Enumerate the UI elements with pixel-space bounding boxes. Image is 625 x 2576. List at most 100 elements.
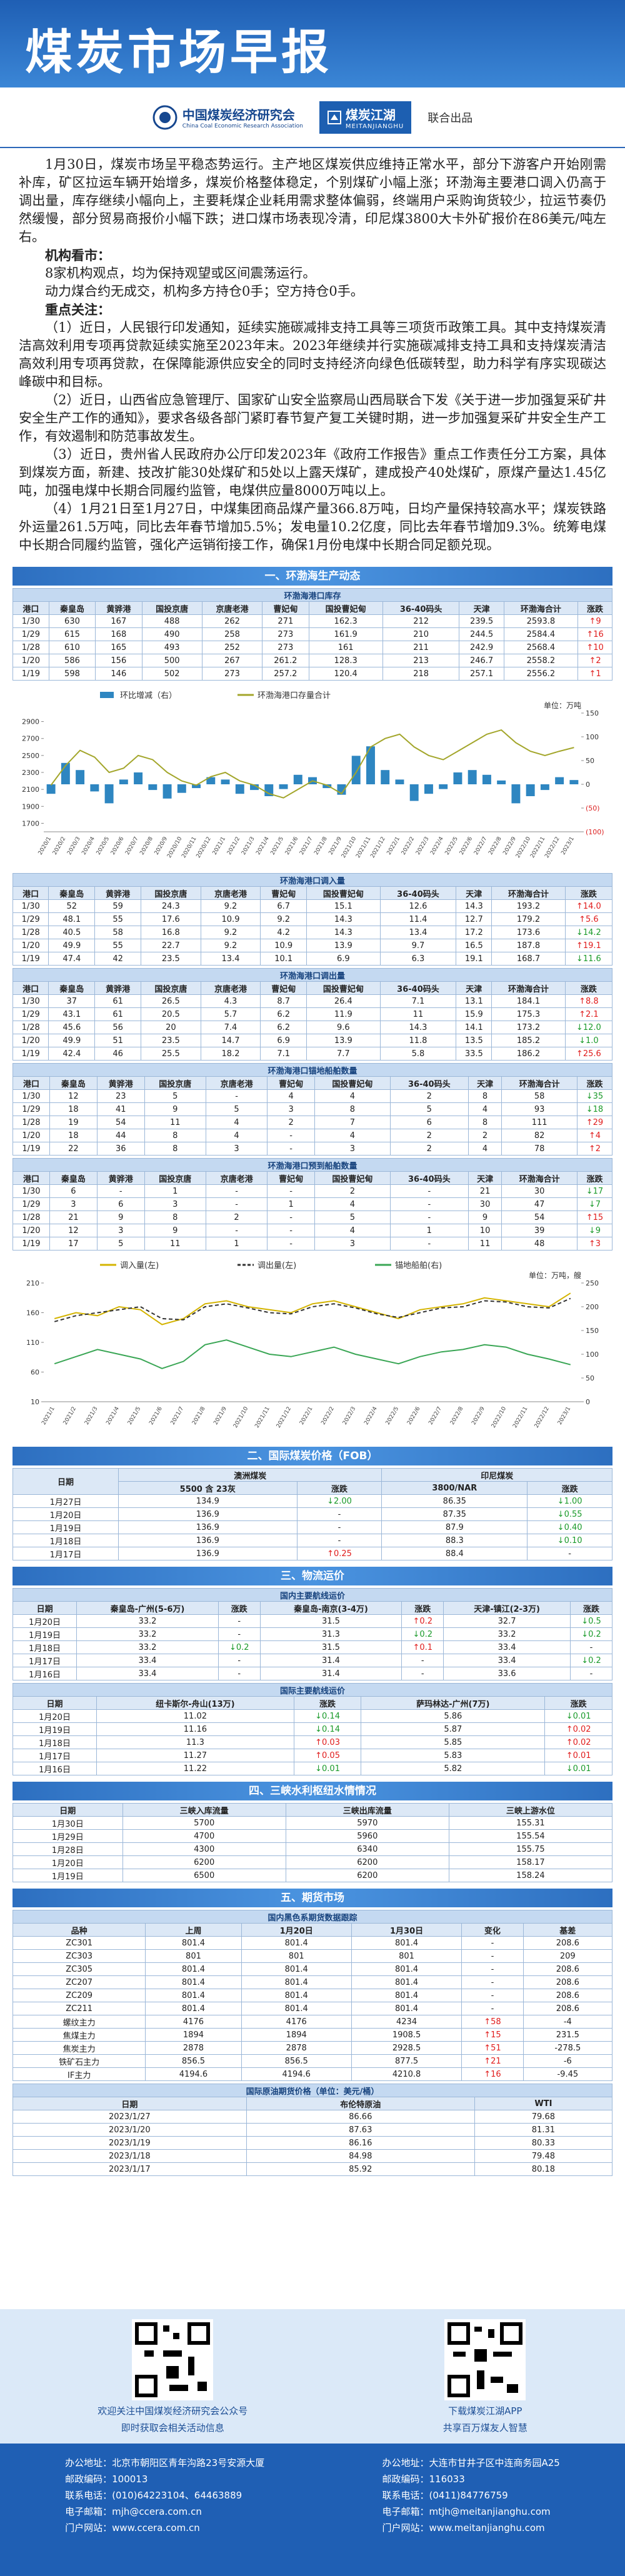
cell: ↓0.40 <box>527 1520 612 1534</box>
cell: 493 <box>141 641 202 654</box>
header-cell: 秦皇岛 <box>49 1171 98 1185</box>
cell: ↓0.01 <box>544 1762 612 1775</box>
cell: 1/28 <box>12 1116 50 1129</box>
cell: 168.7 <box>491 952 566 966</box>
cell: ↑51 <box>461 2041 524 2055</box>
table-title: 环渤海港口锚地船舶数量 <box>12 1063 612 1077</box>
cell: 2593.8 <box>503 614 579 628</box>
cell: 2 <box>205 1211 268 1224</box>
header-row: 5500 含 23灰 涨跌 3800/NAR 涨跌 <box>13 1481 612 1495</box>
cell: 242.9 <box>459 641 504 654</box>
qr-caption: 下载煤炭江湖APP <box>448 2405 522 2417</box>
header-cell: 秦皇岛 <box>48 981 96 995</box>
bar <box>162 784 172 799</box>
cell: 26.5 <box>141 994 201 1008</box>
data-row: 1月20日 11.02 ↓0.14 5.86 ↓0.01 <box>12 1709 612 1723</box>
cell: ↑25.6 <box>564 1047 613 1061</box>
cell: 801 <box>351 1949 462 1963</box>
cell: ↓0.01 <box>293 1762 362 1775</box>
cell: 5 <box>314 1211 391 1224</box>
cell: ↑9 <box>578 614 612 628</box>
header-cell: 港口 <box>12 1076 50 1090</box>
x-tick-label: 2022/6 <box>406 1405 422 1426</box>
header-cell: 天津 <box>468 1076 502 1090</box>
x-tick-label: 2021/10 <box>232 1405 249 1429</box>
cell: 6.9 <box>306 952 381 966</box>
cell: ↓1.00 <box>527 1494 612 1508</box>
y-tick-label: 2900 <box>22 718 39 726</box>
cell: 801.4 <box>241 1936 352 1950</box>
cell: ↑58 <box>461 2015 524 2029</box>
table-title: 国内黑色系期货数据跟踪 <box>12 1910 612 1924</box>
data-row: 1/28 45.6 56 20 7.4 6.2 9.6 14.3 14.1 173.2 ↓12.0 <box>12 1021 613 1034</box>
cell: 7 <box>314 1116 391 1129</box>
header-cell: 秦皇岛 <box>48 886 96 900</box>
cell: 6200 <box>285 1869 449 1882</box>
cell: 3 <box>314 1237 391 1251</box>
cell: 586 <box>48 654 96 667</box>
cell: 167 <box>95 614 142 628</box>
cell: 11.22 <box>96 1762 294 1775</box>
data-row: ZC207 801.4 801.4 801.4-208.6 <box>12 1975 613 1989</box>
cell: 1月19日 <box>12 1722 98 1736</box>
data-row: 焦炭主力 2878 2878 2928.5 ↑51 -278.5 <box>12 2041 613 2055</box>
cell: 螺纹主力 <box>12 2015 146 2029</box>
section-title: 三、物流运价 <box>12 1567 612 1585</box>
data-row: 1/30 6-1- -2-21 30 ↓17 <box>12 1184 613 1198</box>
x-tick-label: 2021/2 <box>62 1406 78 1426</box>
cell: 23.5 <box>141 1034 201 1047</box>
cell: - <box>389 1211 469 1224</box>
bar <box>569 780 579 784</box>
header-cell: 京唐老港 <box>201 601 263 615</box>
cell: 17.6 <box>141 912 201 926</box>
header-cell: 京唐老港 <box>200 981 261 995</box>
cell: 11.02 <box>96 1709 294 1723</box>
cell: 13.1 <box>456 994 492 1008</box>
cell: 5970 <box>285 1816 449 1830</box>
cell: 187.8 <box>491 939 566 952</box>
bar <box>46 784 56 794</box>
cell: 4 <box>205 1116 268 1129</box>
header-row: 港口 秦皇岛 黄骅港 国投京唐 京唐老港 曹妃甸 国投曹妃甸 36-40码头 天津 环渤海合计 涨跌 <box>12 601 612 615</box>
cell: 1月30日 <box>12 1816 123 1830</box>
cell: - <box>218 1654 261 1667</box>
cell: ↓0.55 <box>527 1507 612 1521</box>
cell: 56 <box>94 1021 142 1034</box>
cell: 1月16日 <box>12 1762 98 1775</box>
header-cell: 涨跌 <box>569 1601 613 1615</box>
cell: 213 <box>382 654 460 667</box>
header-cell: 涨跌 <box>576 1171 613 1185</box>
cell: 212 <box>382 614 460 628</box>
cell: 86.16 <box>246 2136 475 2150</box>
data-row: 2023/1/27 86.66 79.68 <box>12 2110 613 2124</box>
header-cell: 黄骅港 <box>96 1076 145 1090</box>
x-tick-label: 2022/8 <box>488 836 503 856</box>
y2-tick-label: 50 <box>586 757 594 765</box>
data-table: 国际主要航线运价 日期 纽卡斯尔-舟山(13万) 涨跌 萨玛林达-广州(7万) 涨跌 1月2… <box>12 1683 612 1775</box>
cell: 25.5 <box>141 1047 201 1061</box>
header-cell: 36-40码头 <box>382 601 460 615</box>
header-cell: 布伦特原油 <box>246 2097 475 2110</box>
cell: 42.4 <box>48 1047 96 1061</box>
cell: 6.7 <box>260 899 308 913</box>
section-title: 四、三峡水利枢纽水情情况 <box>12 1782 612 1800</box>
header-cell: 国投京唐 <box>141 886 201 900</box>
x-tick-label: 2021/4 <box>255 836 271 856</box>
cell: 246.7 <box>459 654 504 667</box>
cell: 5.82 <box>361 1762 546 1775</box>
cell: 4234 <box>351 2015 462 2029</box>
table-title: 环渤海港口调入量 <box>12 873 612 887</box>
cell: ↑0.05 <box>293 1749 362 1762</box>
cell: ↓17 <box>576 1184 613 1198</box>
cell: - <box>389 1184 469 1198</box>
data-row: 1月16日 33.4-31.4-33.6- <box>12 1667 613 1680</box>
cell: 1月28日 <box>12 1842 123 1856</box>
cell: 801.4 <box>351 1975 462 1989</box>
x-tick-label: 2021/3 <box>84 1406 99 1426</box>
cell: 2 <box>267 1116 316 1129</box>
cell: 615 <box>48 627 96 641</box>
y2-tick-label: 0 <box>586 781 590 789</box>
cell: 11 <box>468 1237 502 1251</box>
org1-name: 中国煤炭经济研究会 <box>182 107 295 122</box>
x-tick-label: 2021/8 <box>313 836 329 856</box>
